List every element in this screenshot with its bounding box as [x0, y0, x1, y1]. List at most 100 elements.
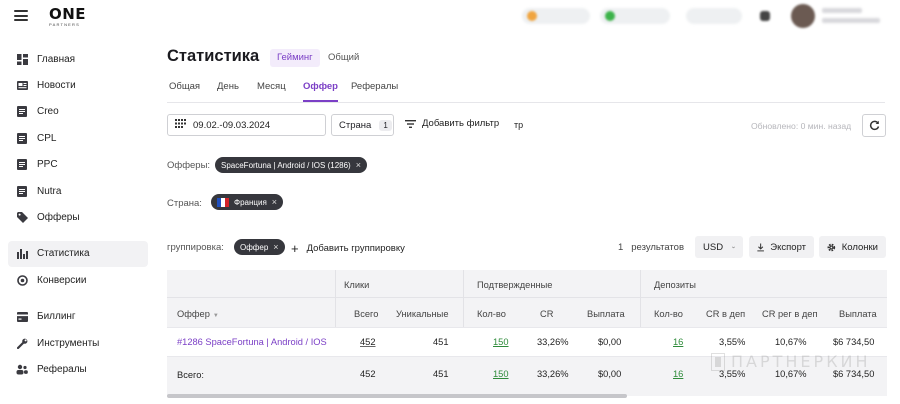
add-filter-button[interactable]: Добавить фильтр	[405, 118, 499, 129]
offer-link[interactable]: #1286 SpaceFortuna | Android / IOS	[177, 337, 327, 347]
group-header-confirmed: Подтвержденные	[477, 280, 553, 290]
sidebar-item-nutra[interactable]: Nutra	[8, 178, 148, 204]
export-button[interactable]: Экспорт	[749, 236, 814, 258]
sidebar-item-label: Nutra	[37, 185, 62, 197]
billing-icon	[16, 311, 28, 323]
close-icon[interactable]: ×	[271, 197, 278, 207]
sidebar-item-home[interactable]: Главная	[8, 46, 148, 72]
sidebar-item-creo[interactable]: Creo	[8, 99, 148, 125]
results-number: 1	[618, 242, 624, 253]
cell-deposit-count[interactable]: 16	[673, 337, 684, 347]
sidebar-item-referrals[interactable]: Рефералы	[8, 356, 148, 382]
grouping-label: группировка:	[167, 242, 224, 253]
sidebar-item-label: Creo	[37, 106, 59, 118]
hold-pill[interactable]	[600, 8, 670, 24]
date-range-picker[interactable]: 09.02.-09.03.2024	[167, 114, 326, 136]
conversion-icon	[16, 274, 28, 286]
cell-total[interactable]: 452	[360, 337, 376, 347]
stats-table: Клики Подтвержденные Депозиты Оффер ▼ Все…	[167, 270, 887, 396]
tab-general[interactable]: Общая	[169, 81, 201, 92]
document-icon	[16, 106, 28, 118]
column-header-count[interactable]: Кол-во	[477, 309, 506, 319]
sidebar-item-billing[interactable]: Биллинг	[8, 304, 148, 330]
total-count[interactable]: 150	[493, 369, 509, 379]
column-header-payout[interactable]: Выплата	[587, 309, 625, 319]
grouping-chip[interactable]: Оффер ×	[234, 239, 285, 255]
total-cr: 33,26%	[537, 369, 569, 379]
logo[interactable]: ONE	[49, 5, 87, 23]
currency-pill[interactable]	[686, 8, 742, 24]
user-email	[822, 18, 880, 23]
column-header-offer[interactable]: Оффер ▼	[177, 309, 219, 319]
sidebar-item-news[interactable]: Новости	[8, 72, 148, 98]
date-range-value: 09.02.-09.03.2024	[193, 119, 271, 131]
table-row: #1286 SpaceFortuna | Android / IOS 452 4…	[167, 327, 887, 357]
stats-tabs: Общая День Месяц Оффер Рефералы	[167, 76, 885, 103]
group-header-clicks: Клики	[344, 280, 370, 290]
referrals-icon	[16, 363, 28, 375]
cell-cr-reg-deposit: 10,67%	[775, 337, 807, 347]
cell-cr: 33,26%	[537, 337, 569, 347]
top-bar: ONE PARTNERS	[0, 0, 900, 34]
tab-month[interactable]: Месяц	[257, 81, 286, 92]
coin-icon	[527, 11, 537, 21]
sidebar-item-offers[interactable]: Офферы	[8, 204, 148, 230]
sidebar-item-ppc[interactable]: PPC	[8, 152, 148, 178]
sidebar-item-statistics[interactable]: Статистика	[8, 240, 148, 268]
country-filter-count: 1	[379, 119, 392, 131]
totals-label: Всего:	[177, 370, 204, 380]
refresh-button[interactable]	[862, 114, 886, 137]
tab-referrals[interactable]: Рефералы	[351, 81, 399, 92]
cell-count[interactable]: 150	[493, 337, 509, 347]
export-label: Экспорт	[770, 241, 806, 253]
total-payout: $0,00	[598, 369, 622, 379]
currency-select[interactable]: USD	[695, 236, 743, 258]
sidebar-item-tools[interactable]: Инструменты	[8, 330, 148, 356]
menu-icon[interactable]	[14, 10, 28, 21]
notification-icon[interactable]	[760, 11, 770, 21]
document-icon	[16, 159, 28, 171]
currency-value: USD	[703, 241, 724, 253]
cell-payout: $0,00	[598, 337, 622, 347]
country-chip-label: Франция	[234, 197, 267, 207]
total-cr-reg-deposit: 10,67%	[775, 369, 807, 379]
columns-button[interactable]: Колонки	[819, 236, 886, 258]
download-icon	[757, 242, 764, 251]
avatar[interactable]	[791, 4, 815, 28]
sidebar-item-label: Главная	[37, 53, 76, 65]
sidebar-item-conversions[interactable]: Конверсии	[8, 267, 148, 293]
offer-chip[interactable]: SpaceFortuna | Android / IOS (1286) ×	[215, 157, 367, 173]
close-icon[interactable]: ×	[355, 160, 361, 170]
column-header-cr-reg-deposit[interactable]: CR рег в деп	[762, 309, 818, 319]
tab-day[interactable]: День	[217, 81, 239, 92]
column-header-label: Оффер	[177, 309, 210, 319]
column-header-unique[interactable]: Уникальные	[396, 309, 449, 319]
calendar-icon	[175, 119, 186, 131]
total-deposit-count[interactable]: 16	[673, 369, 684, 379]
mode-tab-general[interactable]: Общий	[328, 52, 360, 63]
tab-offer[interactable]: Оффер	[303, 81, 338, 102]
mode-tab-gaming[interactable]: Гейминг	[270, 49, 320, 67]
watermark-text: ПАРТНЕРКИН	[731, 352, 871, 371]
balance-pill[interactable]	[522, 8, 590, 24]
sidebar-item-label: Рефералы	[37, 363, 87, 375]
column-header-deposit-count[interactable]: Кол-во	[654, 309, 683, 319]
column-header-total[interactable]: Всего	[354, 309, 379, 319]
country-chip[interactable]: Франция ×	[211, 194, 284, 210]
column-header-deposit-payout[interactable]: Выплата	[839, 309, 877, 319]
column-header-cr[interactable]: CR	[540, 309, 554, 319]
country-filter-button[interactable]: Страна 1	[331, 114, 394, 136]
wrench-icon	[16, 337, 28, 349]
add-grouping-button[interactable]: + Добавить группировку	[291, 241, 405, 256]
total-deposit-payout: $6 734,50	[833, 369, 875, 379]
sidebar-item-label: Биллинг	[37, 311, 76, 323]
watermark-logo-icon	[711, 352, 725, 371]
country-label: Страна:	[167, 198, 202, 209]
column-header-cr-deposit[interactable]: CR в деп	[706, 309, 746, 319]
sidebar-item-cpl[interactable]: CPL	[8, 125, 148, 151]
wallet-icon	[605, 11, 615, 21]
close-icon[interactable]: ×	[273, 242, 279, 252]
watermark: ПАРТНЕРКИН	[711, 352, 871, 371]
horizontal-scrollbar[interactable]	[167, 394, 627, 398]
table-header-row: Оффер ▼ Всего Уникальные Кол-во CR Выплат…	[167, 298, 887, 327]
